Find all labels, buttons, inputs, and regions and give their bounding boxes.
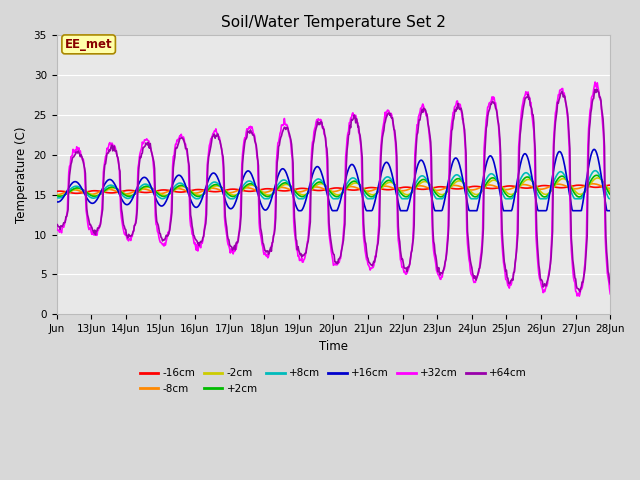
+2cm [503, 192, 511, 198]
+32cm [451, 104, 458, 110]
-2cm [520, 179, 528, 184]
+32cm [575, 293, 583, 299]
Y-axis label: Temperature (C): Temperature (C) [15, 127, 28, 223]
Line: +8cm: +8cm [56, 171, 611, 199]
+8cm [451, 172, 459, 178]
-16cm [520, 185, 528, 191]
-2cm [607, 189, 614, 194]
+64cm [61, 219, 69, 225]
+64cm [129, 232, 136, 238]
+16cm [504, 208, 512, 214]
+2cm [451, 178, 458, 183]
Line: +64cm: +64cm [56, 89, 611, 292]
+64cm [520, 103, 527, 108]
-2cm [594, 175, 602, 181]
Text: EE_met: EE_met [65, 38, 113, 51]
+8cm [520, 170, 528, 176]
+64cm [607, 281, 614, 287]
-16cm [504, 183, 512, 189]
+8cm [193, 196, 200, 202]
+32cm [61, 218, 69, 224]
-8cm [52, 192, 60, 198]
-8cm [61, 190, 69, 195]
Line: +32cm: +32cm [56, 82, 611, 296]
-16cm [175, 189, 183, 195]
+32cm [591, 79, 599, 85]
+2cm [52, 192, 60, 198]
X-axis label: Time: Time [319, 339, 348, 353]
Line: -2cm: -2cm [56, 178, 611, 195]
-16cm [73, 191, 81, 196]
+2cm [520, 176, 527, 182]
-16cm [574, 182, 582, 188]
-16cm [129, 188, 137, 193]
+32cm [607, 291, 614, 297]
+16cm [129, 196, 136, 202]
+32cm [52, 223, 60, 228]
+2cm [61, 192, 69, 198]
+16cm [607, 208, 614, 214]
+2cm [607, 192, 614, 198]
+2cm [593, 172, 600, 178]
Line: -16cm: -16cm [56, 185, 611, 193]
Title: Soil/Water Temperature Set 2: Soil/Water Temperature Set 2 [221, 15, 446, 30]
-8cm [589, 181, 596, 187]
-8cm [129, 190, 136, 195]
Line: +2cm: +2cm [56, 175, 611, 197]
+2cm [175, 183, 182, 189]
+32cm [520, 96, 527, 101]
-8cm [503, 187, 511, 192]
+16cm [295, 208, 303, 214]
-8cm [175, 186, 182, 192]
-8cm [520, 182, 527, 188]
+16cm [520, 151, 528, 156]
Legend: -16cm, -8cm, -2cm, +2cm, +8cm, +16cm, +32cm, +64cm: -16cm, -8cm, -2cm, +2cm, +8cm, +16cm, +3… [136, 364, 531, 398]
+16cm [591, 146, 598, 152]
+8cm [175, 180, 182, 186]
+64cm [52, 223, 60, 228]
-2cm [504, 191, 512, 196]
+32cm [175, 136, 182, 142]
-16cm [61, 189, 69, 194]
-2cm [52, 192, 60, 197]
-2cm [175, 184, 183, 190]
-8cm [451, 182, 458, 188]
-8cm [607, 185, 614, 191]
+8cm [504, 196, 512, 202]
+8cm [591, 168, 599, 174]
+16cm [451, 155, 459, 161]
+8cm [129, 193, 136, 199]
+8cm [61, 192, 69, 197]
-2cm [451, 180, 459, 185]
+16cm [52, 199, 60, 204]
+32cm [129, 234, 136, 240]
-2cm [129, 192, 137, 198]
+64cm [593, 86, 600, 92]
+2cm [129, 193, 136, 199]
+16cm [175, 172, 182, 178]
-2cm [62, 192, 70, 197]
+16cm [61, 192, 69, 197]
-16cm [607, 182, 614, 188]
+64cm [175, 141, 182, 146]
-16cm [451, 186, 459, 192]
+64cm [576, 289, 584, 295]
+64cm [503, 275, 511, 280]
Line: -8cm: -8cm [56, 184, 611, 195]
-2cm [57, 192, 65, 198]
-16cm [52, 189, 60, 194]
+8cm [52, 194, 60, 200]
+8cm [607, 196, 614, 202]
+64cm [451, 110, 458, 116]
+2cm [575, 194, 583, 200]
+32cm [503, 279, 511, 285]
Line: +16cm: +16cm [56, 149, 611, 211]
